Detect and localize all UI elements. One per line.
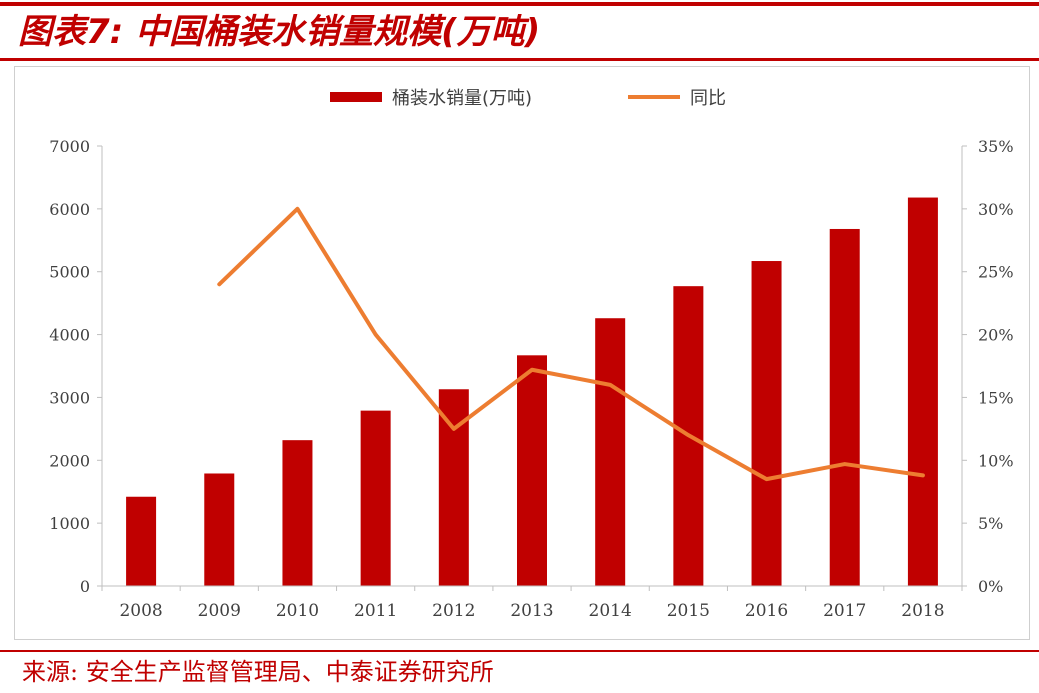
title-rule [0, 58, 1039, 61]
x-tick-label-2012: 2012 [432, 601, 475, 621]
bar-2010 [282, 440, 313, 586]
y-left-tick-label: 2000 [49, 451, 90, 470]
y-left-tick-label: 7000 [49, 137, 90, 156]
figure-title: 图表7: 中国桶装水销量规模(万吨) [18, 12, 541, 52]
source-note: 来源: 安全生产监督管理局、中泰证券研究所 [22, 658, 494, 686]
bar-2013 [517, 355, 547, 586]
y-right-tick-label: 15% [978, 388, 1014, 407]
y-right-tick-label: 30% [978, 200, 1014, 219]
bar-2011 [360, 410, 391, 586]
x-tick-label-2013: 2013 [510, 601, 553, 621]
x-tick-label-2018: 2018 [901, 601, 944, 621]
y-left-tick-label: 4000 [49, 326, 90, 345]
axes-layer: 0 1000 2000 3000 4000 5000 6000 7000 0% 5% 10% 15% 2… [49, 137, 1013, 621]
y-left-tick-label: 5000 [49, 263, 90, 282]
legend-label-line: 同比 [690, 88, 726, 109]
top-rule [0, 2, 1039, 6]
bar-2018 [907, 197, 938, 587]
x-tick-label-2017: 2017 [823, 601, 866, 621]
x-tick-label-2009: 2009 [198, 601, 241, 621]
y-left-tick-label: 6000 [49, 200, 90, 219]
x-tick-label-2015: 2015 [667, 601, 710, 621]
bar-2016 [751, 261, 782, 586]
y-right-tick-label: 10% [978, 451, 1014, 470]
x-tick-label-2011: 2011 [354, 601, 397, 621]
source-rule [0, 650, 1039, 652]
y-right-tick-label: 20% [978, 326, 1014, 345]
y-right-tick-label: 35% [978, 137, 1014, 156]
y-left-tick-label: 3000 [49, 388, 90, 407]
x-tick-label-2016: 2016 [745, 601, 788, 621]
series-line-yoy [217, 206, 925, 482]
legend-layer: 桶装水销量(万吨) 同比 [330, 88, 726, 109]
x-tick-label-2008: 2008 [119, 601, 162, 621]
legend-swatch-bar [330, 92, 382, 102]
y-right-tick-label: 25% [978, 263, 1014, 282]
x-tick-label-2010: 2010 [276, 601, 319, 621]
bar-2014 [595, 318, 626, 586]
y-right-tick-label: 5% [978, 514, 1003, 533]
y-left-tick-label: 0 [80, 577, 90, 596]
bar-2009 [204, 473, 235, 586]
legend-label-bar: 桶装水销量(万吨) [392, 88, 532, 109]
bar-2017 [829, 228, 860, 586]
bar-2008 [126, 496, 157, 586]
y-right-tick-label: 0% [978, 577, 1003, 596]
line-layer [217, 206, 925, 482]
y-left-tick-label: 1000 [49, 514, 90, 533]
x-tick-label-2014: 2014 [589, 601, 632, 621]
